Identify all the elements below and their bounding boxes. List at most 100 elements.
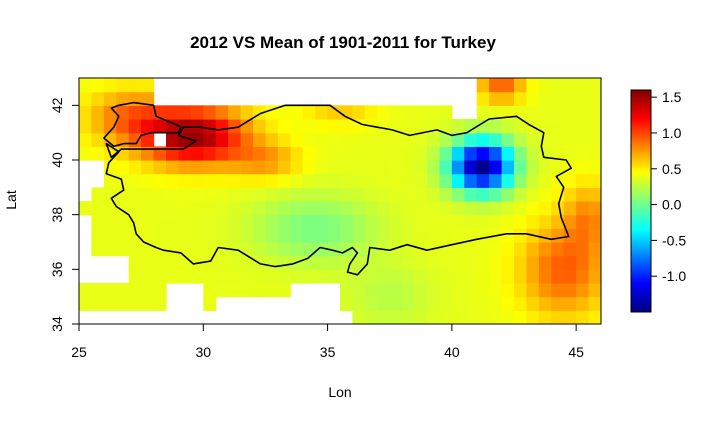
- heatmap-cell: [501, 146, 515, 161]
- heatmap-cell: [290, 269, 304, 284]
- heatmap-cell: [277, 214, 291, 229]
- thrace-outline: [103, 101, 182, 148]
- heatmap-cell: [551, 78, 565, 93]
- heatmap-cell: [563, 173, 577, 188]
- heatmap-cell: [538, 283, 552, 298]
- heatmap-cell: [464, 173, 478, 188]
- heatmap-cell: [315, 146, 329, 161]
- heatmap-cell: [489, 242, 503, 257]
- heatmap-cell: [489, 310, 503, 324]
- heatmap-cell: [153, 160, 167, 175]
- heatmap-cell: [439, 201, 453, 216]
- heatmap-cell: [563, 214, 577, 229]
- heatmap-cell: [215, 255, 229, 270]
- heatmap-cell: [327, 201, 341, 216]
- heatmap-cell: [563, 283, 577, 298]
- heatmap-cell: [576, 214, 590, 229]
- heatmap-cell: [215, 187, 229, 202]
- heatmap-cell: [439, 119, 453, 134]
- heatmap-cell: [464, 214, 478, 229]
- heatmap-cell: [340, 269, 354, 284]
- heatmap-cell: [576, 91, 590, 106]
- heatmap-cell: [451, 201, 465, 216]
- heatmap-cell: [265, 119, 279, 134]
- heatmap-cell: [315, 187, 329, 202]
- heatmap-cell: [439, 132, 453, 147]
- heatmap-cell: [178, 105, 192, 120]
- heatmap-cell: [253, 201, 267, 216]
- heatmap-cell: [514, 160, 528, 175]
- heatmap-cell: [277, 160, 291, 175]
- heatmap-cell: [576, 78, 590, 93]
- x-axis: 25 30 35 40 45: [71, 323, 584, 360]
- heatmap-cell: [253, 242, 267, 257]
- heatmap-cell: [364, 201, 378, 216]
- heatmap-cell: [451, 283, 465, 298]
- heatmap-cell: [377, 228, 391, 243]
- heatmap-cell: [327, 146, 341, 161]
- heatmap-cell: [489, 296, 503, 311]
- heatmap-cell: [253, 119, 267, 134]
- heatmap-cell: [128, 78, 142, 93]
- heatmap-cell: [489, 160, 503, 175]
- heatmap-cell: [476, 146, 490, 161]
- heatmap-cell: [203, 255, 217, 270]
- heatmap-cell: [538, 242, 552, 257]
- heatmap-cell: [79, 78, 93, 93]
- heatmap-cell: [526, 132, 540, 147]
- heatmap-cell: [576, 132, 590, 147]
- heatmap-cell: [327, 269, 341, 284]
- heatmap-cell: [203, 214, 217, 229]
- heatmap-cell: [427, 283, 441, 298]
- heatmap-cell: [576, 296, 590, 311]
- heatmap-cell: [340, 173, 354, 188]
- heatmap-cell: [377, 269, 391, 284]
- heatmap-cell: [215, 173, 229, 188]
- heatmap-cell: [402, 173, 416, 188]
- heatmap-cell: [364, 146, 378, 161]
- heatmap-cell: [91, 119, 105, 134]
- heatmap-cell: [364, 160, 378, 175]
- heatmap-cell: [514, 132, 528, 147]
- heatmap-cell: [514, 187, 528, 202]
- heatmap-cell: [277, 201, 291, 216]
- heatmap-cell: [103, 296, 117, 311]
- heatmap-cell: [340, 187, 354, 202]
- heatmap-cell: [277, 242, 291, 257]
- heatmap-cell: [501, 242, 515, 257]
- heatmap-cell: [315, 269, 329, 284]
- heatmap-cell: [377, 283, 391, 298]
- heatmap-cell: [451, 160, 465, 175]
- heatmap-cell: [315, 132, 329, 147]
- heatmap-cell: [514, 173, 528, 188]
- heatmap-cell: [427, 160, 441, 175]
- heatmap-cell: [588, 242, 601, 257]
- heatmap-cell: [153, 119, 167, 134]
- heatmap-cell: [526, 310, 540, 324]
- heatmap-cell: [588, 187, 601, 202]
- heatmap-cell: [103, 91, 117, 106]
- heatmap-cell: [451, 269, 465, 284]
- heatmap-cell: [240, 269, 254, 284]
- heatmap-cell: [414, 255, 428, 270]
- heatmap-cell: [116, 173, 130, 188]
- heatmap-cell: [277, 228, 291, 243]
- heatmap-cell: [377, 105, 391, 120]
- heatmap-cell: [190, 214, 204, 229]
- heatmap-cell: [315, 242, 329, 257]
- heatmap-cell: [538, 269, 552, 284]
- heatmap-cell: [364, 283, 378, 298]
- heatmap-cell: [377, 255, 391, 270]
- heatmap-cell: [302, 173, 316, 188]
- heatmap-cell: [203, 146, 217, 161]
- heatmap-cell: [240, 187, 254, 202]
- heatmap-cell: [265, 228, 279, 243]
- heatmap-cell: [352, 119, 366, 134]
- heatmap-cell: [451, 146, 465, 161]
- heatmap-cell: [190, 201, 204, 216]
- heatmap-cell: [414, 310, 428, 324]
- heatmap-cell: [352, 228, 366, 243]
- heatmap-cell: [563, 269, 577, 284]
- heatmap-cell: [538, 173, 552, 188]
- heatmap-cell: [315, 255, 329, 270]
